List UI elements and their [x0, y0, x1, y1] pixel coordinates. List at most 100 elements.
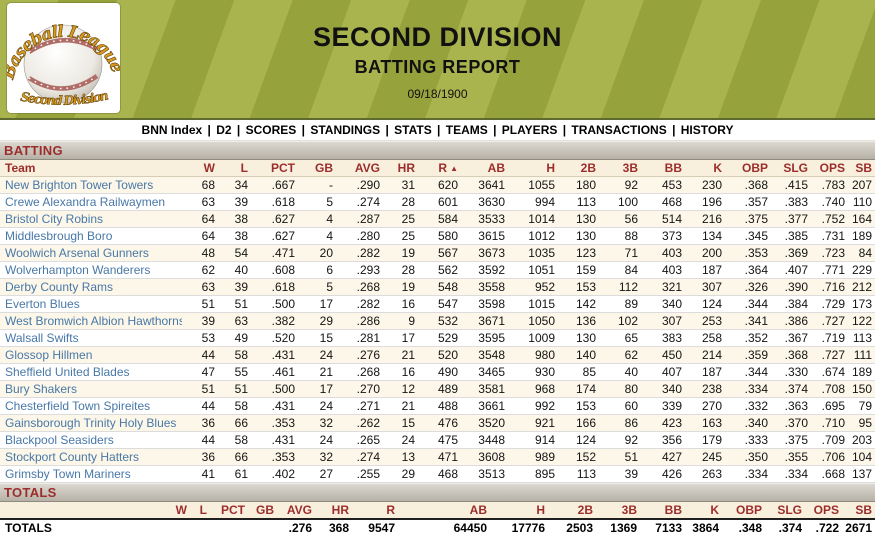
team-link[interactable]: Bristol City Robins: [5, 212, 104, 226]
stat-2b: 152: [558, 448, 599, 466]
stat-slg: .334: [771, 465, 811, 483]
nav-separator: |: [559, 123, 570, 137]
stat-l: 54: [218, 244, 251, 262]
column-header-l[interactable]: L: [218, 160, 251, 177]
stat-hr: 19: [383, 244, 418, 262]
stat-2b: 124: [558, 431, 599, 449]
nav-separator: |: [489, 123, 500, 137]
column-header-2b[interactable]: 2B: [558, 160, 599, 177]
stat-ops: .674: [811, 363, 848, 381]
batting-section-title: BATTING: [4, 143, 63, 158]
team-link[interactable]: Blackpool Seasiders: [5, 433, 114, 447]
team-link[interactable]: Chesterfield Town Spireites: [5, 399, 151, 413]
stat-h: 1050: [508, 312, 558, 330]
stat-avg: .265: [336, 431, 383, 449]
totals-column-header-obp: OBP: [722, 502, 765, 520]
stat-gb: 32: [298, 448, 336, 466]
nav-link-scores[interactable]: SCORES: [245, 123, 297, 137]
stat-2b: 159: [558, 261, 599, 279]
column-header-ops[interactable]: OPS: [811, 160, 848, 177]
team-link[interactable]: Glossop Hillmen: [5, 348, 93, 362]
stat-bb: 403: [641, 244, 685, 262]
team-row: Grimsby Town Mariners 41 61.402 27.255 29 468…: [0, 465, 875, 483]
team-cell: Wolverhampton Wanderers: [0, 261, 182, 279]
column-header-bb[interactable]: BB: [641, 160, 685, 177]
stat-w: 63: [182, 278, 218, 296]
team-link[interactable]: Walsall Swifts: [5, 331, 79, 345]
team-link[interactable]: Bury Shakers: [5, 382, 78, 396]
nav-link-bnn-index[interactable]: BNN Index: [141, 123, 203, 137]
stat-k: 196: [685, 193, 725, 211]
stat-avg: .270: [336, 380, 383, 398]
stat-2b: 166: [558, 414, 599, 432]
team-link[interactable]: Wolverhampton Wanderers: [5, 263, 151, 277]
nav-link-standings[interactable]: STANDINGS: [310, 123, 381, 137]
report-type-title: BATTING REPORT: [354, 57, 521, 77]
stat-ab: 3598: [461, 295, 508, 313]
totals-column-header-w: W: [160, 502, 190, 520]
nav-link-d2[interactable]: D2: [216, 123, 232, 137]
stat-ops: .709: [811, 431, 848, 449]
column-header-slg[interactable]: SLG: [771, 160, 811, 177]
stat-w: 44: [182, 397, 218, 415]
stat-slg: .375: [771, 431, 811, 449]
stat-k: 200: [685, 244, 725, 262]
stat-pct: .627: [251, 210, 298, 228]
stat-avg: .290: [336, 176, 383, 194]
stat-gb: -: [298, 176, 336, 194]
team-link[interactable]: Gainsborough Trinity Holy Blues: [5, 416, 177, 430]
column-header-sb[interactable]: SB: [848, 160, 875, 177]
stat-ops: .710: [811, 414, 848, 432]
team-link[interactable]: Crewe Alexandra Railwaymen: [5, 195, 166, 209]
team-row: Glossop Hillmen 44 58.431 24.276 21 520 3548 98…: [0, 346, 875, 364]
team-link[interactable]: Woolwich Arsenal Gunners: [5, 246, 149, 260]
nav-link-teams[interactable]: TEAMS: [445, 123, 488, 137]
stat-w: 39: [182, 312, 218, 330]
nav-link-transactions[interactable]: TRANSACTIONS: [571, 123, 667, 137]
team-link[interactable]: Everton Blues: [5, 297, 80, 311]
stat-gb: 17: [298, 380, 336, 398]
column-header-w[interactable]: W: [182, 160, 218, 177]
column-header-3b[interactable]: 3B: [599, 160, 641, 177]
stat-h: 1035: [508, 244, 558, 262]
column-header-team[interactable]: Team: [0, 160, 182, 177]
column-header-gb[interactable]: GB: [298, 160, 336, 177]
stat-gb: 4: [298, 227, 336, 245]
team-link[interactable]: Derby County Rams: [5, 280, 114, 294]
nav-link-stats[interactable]: STATS: [394, 123, 432, 137]
stat-ops: .723: [811, 244, 848, 262]
team-link[interactable]: West Bromwich Albion Hawthorns: [5, 314, 182, 328]
column-header-r[interactable]: R ▲: [418, 160, 461, 177]
stat-w: 48: [182, 244, 218, 262]
stat-gb: 24: [298, 346, 336, 364]
column-header-k[interactable]: K: [685, 160, 725, 177]
column-header-obp[interactable]: OBP: [725, 160, 771, 177]
team-link[interactable]: Grimsby Town Mariners: [5, 467, 131, 481]
stat-2b: 136: [558, 312, 599, 330]
stat-r: 532: [418, 312, 461, 330]
team-link[interactable]: Stockport County Hatters: [5, 450, 140, 464]
stat-2b: 130: [558, 210, 599, 228]
team-link[interactable]: Middlesbrough Boro: [5, 229, 113, 243]
team-cell: West Bromwich Albion Hawthorns: [0, 312, 182, 330]
stat-pct: .500: [251, 380, 298, 398]
column-header-h[interactable]: H: [508, 160, 558, 177]
team-link[interactable]: Sheffield United Blades: [5, 365, 130, 379]
column-header-ab[interactable]: AB: [461, 160, 508, 177]
stat-l: 38: [218, 210, 251, 228]
column-header-avg[interactable]: AVG: [336, 160, 383, 177]
nav-link-players[interactable]: PLAYERS: [501, 123, 558, 137]
stat-h: 992: [508, 397, 558, 415]
column-header-hr[interactable]: HR: [383, 160, 418, 177]
column-header-pct[interactable]: PCT: [251, 160, 298, 177]
stat-sb: 111: [848, 346, 875, 364]
stat-avg: .286: [336, 312, 383, 330]
totals-column-header-l: L: [190, 502, 210, 520]
batting-table: Team W L PCT GB AVG HR R ▲ AB H 2B 3B BB K OBP SLG OPS SB …: [0, 160, 875, 483]
stat-hr: 13: [383, 448, 418, 466]
stat-gb: 29: [298, 312, 336, 330]
team-link[interactable]: New Brighton Tower Towers: [5, 178, 154, 192]
nav-link-history[interactable]: HISTORY: [680, 123, 734, 137]
stat-bb: 373: [641, 227, 685, 245]
